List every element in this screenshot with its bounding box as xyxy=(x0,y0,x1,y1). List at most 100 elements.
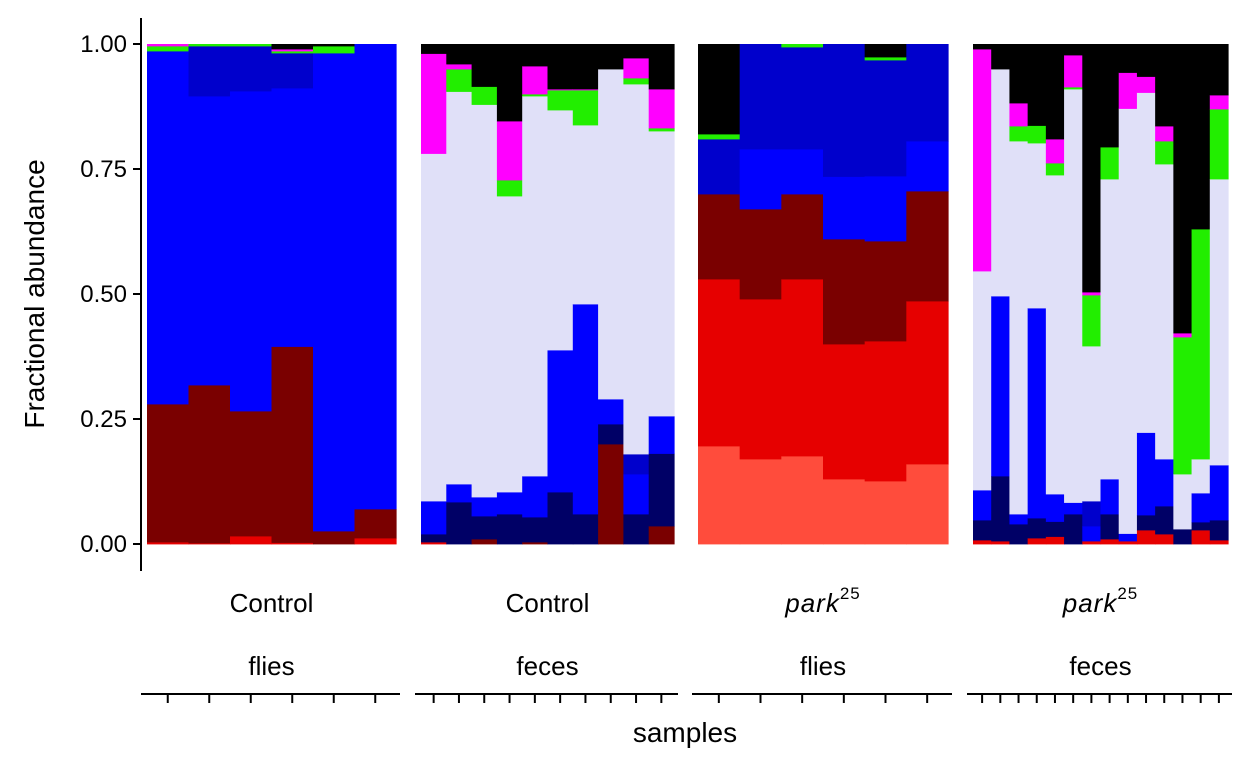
bar-segment xyxy=(648,453,675,527)
bar-segment xyxy=(421,534,447,543)
bar-segment xyxy=(1064,89,1083,503)
bar-segment xyxy=(1118,72,1138,109)
x-axes xyxy=(141,693,1232,703)
bar-segment xyxy=(572,90,599,126)
bar-segment xyxy=(1136,530,1156,545)
y-tick-label: 0.25 xyxy=(80,406,127,433)
bar-segment xyxy=(991,44,1011,70)
bar-segment xyxy=(354,44,397,510)
bar-segment xyxy=(230,411,273,537)
bar-segment xyxy=(147,404,190,543)
bar-segment xyxy=(1027,538,1047,545)
bar-segment xyxy=(1209,520,1229,541)
bar-segment xyxy=(354,538,397,545)
bar-segment xyxy=(1100,147,1120,180)
bar-segment xyxy=(271,44,314,50)
bar-segment xyxy=(1173,44,1193,334)
bar-segment xyxy=(698,194,741,280)
bar-segment xyxy=(188,46,231,97)
bar-segment xyxy=(598,444,624,545)
bar-segment xyxy=(1191,493,1211,523)
y-axis: 0.00 0.25 0.50 0.75 1.00 xyxy=(80,18,142,571)
bar-segment xyxy=(698,446,741,545)
bar-segment xyxy=(1009,103,1029,127)
bar-segment xyxy=(572,89,599,91)
bar-segment xyxy=(1155,459,1174,507)
bar-segment xyxy=(906,191,949,302)
bar-segment xyxy=(188,44,231,47)
bar-segment xyxy=(1191,44,1211,230)
x-axis-title: samples xyxy=(633,717,737,748)
strip-label-bottom: flies xyxy=(248,651,294,681)
bar-segment xyxy=(623,514,650,545)
strip-label-top: Control xyxy=(230,588,314,618)
bar-segment xyxy=(271,88,314,347)
bar-segment xyxy=(1045,175,1065,495)
bar-segment xyxy=(313,46,356,54)
bar-segment xyxy=(623,454,650,475)
bar-segment xyxy=(1118,108,1138,534)
bar-segment xyxy=(1082,501,1102,527)
bar-segment xyxy=(1209,44,1229,96)
bar-segment xyxy=(1209,179,1229,466)
bar-segment xyxy=(823,239,866,345)
bar-segment xyxy=(1009,514,1029,525)
strip-label-bottom: flies xyxy=(800,651,846,681)
bar-segment xyxy=(147,46,190,52)
bar-segment xyxy=(1155,126,1174,142)
bar-segment xyxy=(547,44,574,90)
bar-segment xyxy=(1155,44,1174,127)
bar-segment xyxy=(739,149,782,210)
bar-segment xyxy=(147,51,190,405)
bar-segment xyxy=(823,176,866,240)
bar-segment xyxy=(471,539,498,545)
bar-segment xyxy=(1209,465,1229,521)
bar-segment xyxy=(313,53,356,532)
bar-segment xyxy=(230,46,273,92)
bar-segment xyxy=(781,194,824,280)
bar-segment xyxy=(1009,524,1029,545)
bar-segment xyxy=(698,279,741,447)
bar-segment xyxy=(547,89,574,91)
bar-segment xyxy=(1082,292,1102,296)
bar-segment xyxy=(698,134,741,140)
bar-segment xyxy=(1136,92,1156,433)
bar-segment xyxy=(1173,474,1193,530)
y-tick-label: 1.00 xyxy=(80,31,127,58)
bar-segment xyxy=(973,49,992,272)
bar-segment xyxy=(1100,479,1120,515)
bar-segment xyxy=(1082,346,1102,502)
bar-segment xyxy=(906,141,949,192)
bar-segment xyxy=(781,149,824,195)
bar-segment xyxy=(823,479,866,545)
bar-segment xyxy=(864,481,907,545)
bar-segment xyxy=(188,543,231,545)
bar-segment xyxy=(421,153,447,502)
bar-segment xyxy=(698,44,741,135)
bar-segment xyxy=(1045,536,1065,545)
bar-segment xyxy=(496,180,523,197)
bar-segment xyxy=(522,44,549,67)
bar-segment xyxy=(648,131,675,417)
bar-segment xyxy=(781,456,824,545)
bar-segment xyxy=(271,49,314,52)
bar-segment xyxy=(906,44,949,142)
bar-segment xyxy=(1209,109,1229,180)
bar-segment xyxy=(496,121,523,181)
bar-segment xyxy=(1173,333,1193,338)
strip-label-bottom: feces xyxy=(1069,651,1131,681)
bar-segment xyxy=(598,399,624,425)
bar-segment xyxy=(1155,534,1174,545)
y-tick-label: 0.75 xyxy=(80,156,127,183)
bar-segment xyxy=(1191,459,1211,494)
strip-label-top: Control xyxy=(506,588,590,618)
bar-segment xyxy=(864,57,907,61)
bar-segment xyxy=(823,44,866,177)
bar-segment xyxy=(421,53,447,154)
bar-segment xyxy=(906,301,949,465)
bar-segment xyxy=(230,44,273,47)
bar-segment xyxy=(1191,530,1211,545)
bar-segment xyxy=(446,91,473,485)
bar-segment xyxy=(230,91,273,412)
